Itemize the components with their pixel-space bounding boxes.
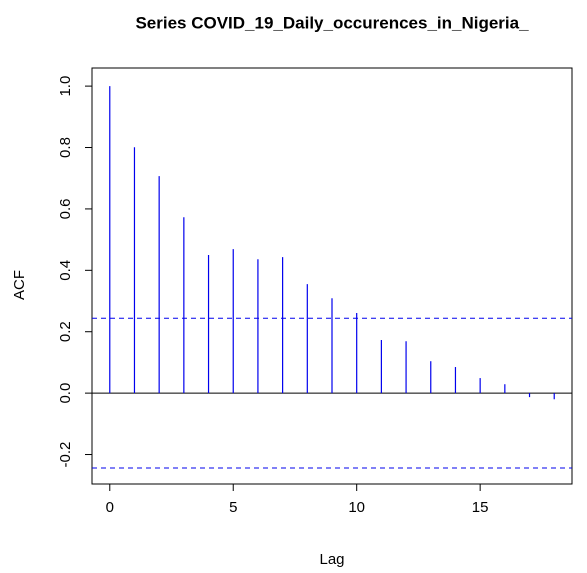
y-tick-label: 0.2 bbox=[57, 321, 74, 342]
x-tick-label: 15 bbox=[472, 499, 489, 516]
y-axis-label: ACF bbox=[11, 270, 28, 300]
x-tick-label: 5 bbox=[229, 499, 237, 516]
chart-title: Series COVID_19_Daily_occurences_in_Nige… bbox=[135, 13, 529, 32]
plot-frame bbox=[91, 67, 573, 485]
x-tick-label: 10 bbox=[348, 499, 365, 516]
x-axis-label: Lag bbox=[319, 551, 344, 568]
y-tick-label: 0.0 bbox=[57, 383, 74, 404]
y-tick-label: 0.8 bbox=[57, 137, 74, 158]
y-tick-label: 0.4 bbox=[57, 260, 74, 281]
y-tick-label: 0.6 bbox=[57, 198, 74, 219]
y-tick-label: -0.2 bbox=[57, 442, 74, 468]
y-tick-label: 1.0 bbox=[57, 76, 74, 97]
x-tick-label: 0 bbox=[106, 499, 114, 516]
